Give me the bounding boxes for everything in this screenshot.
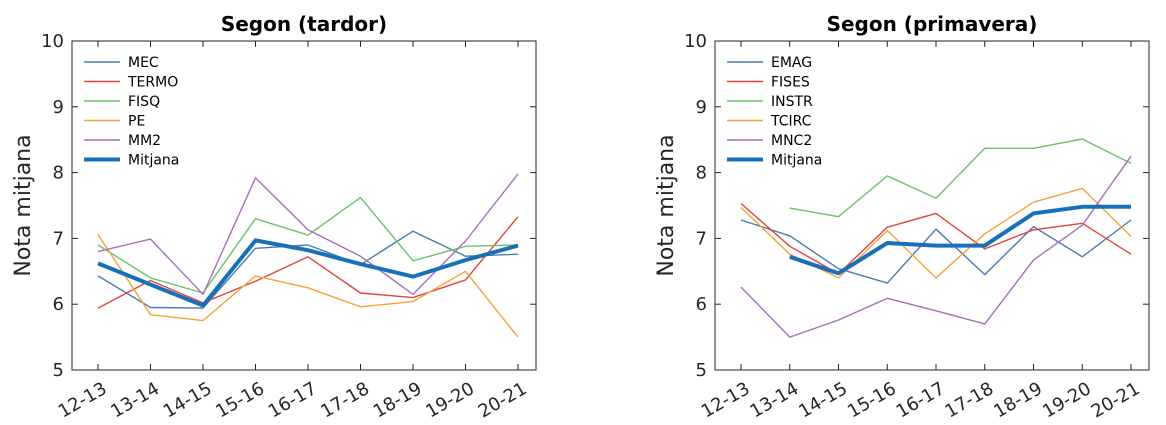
y-tick-label: 6 — [53, 294, 64, 315]
legend-label: Mitjana — [128, 153, 179, 169]
y-tick-label: 8 — [696, 163, 707, 184]
x-tick-label: 20-21 — [1088, 378, 1144, 422]
y-tick-label: 7 — [696, 228, 707, 249]
series-line-mm2 — [97, 173, 519, 295]
y-tick-label: 9 — [696, 97, 707, 118]
chart-panel-2: Segon (primavera) Nota mitjana 5 6 7 8 9 10 12-1… — [654, 12, 1150, 422]
series-line-mec — [97, 230, 519, 309]
legend-label: EMAG — [771, 55, 812, 71]
x-tick-label: 17-18 — [317, 378, 373, 422]
y-axis-label: Nota mitjana — [654, 134, 679, 276]
plot-frame — [714, 40, 1150, 371]
series-line-termo — [97, 216, 519, 309]
chart-panel-1: Segon (tardor) Nota mitjana 5 6 7 8 9 10 12-1313… — [11, 12, 537, 422]
x-tick-label: 19-20 — [422, 378, 478, 422]
series-line-pe — [97, 234, 519, 338]
legend-label: TCIRC — [770, 114, 812, 130]
y-tick-label: 9 — [53, 97, 64, 118]
x-tick-label: 20-21 — [475, 378, 531, 422]
x-tick-label: 18-19 — [990, 378, 1046, 422]
legend-label: MEC — [128, 55, 159, 71]
series-line-mitjana — [789, 204, 1131, 276]
series-line-fisq — [97, 196, 519, 294]
x-tick-label: 12-13 — [698, 378, 754, 422]
legend-label: MNC2 — [771, 133, 812, 149]
y-tick-label: 10 — [41, 31, 64, 52]
chart-title: Segon (primavera) — [827, 12, 1038, 36]
y-tick-label: 5 — [696, 360, 707, 381]
x-tick-label: 16-17 — [893, 378, 949, 422]
x-tick-label: 19-20 — [1039, 378, 1095, 422]
plot-frame — [71, 40, 537, 371]
legend-label: MM2 — [128, 133, 161, 149]
x-tick-label: 14-15 — [795, 378, 851, 422]
series-line-fises — [740, 202, 1132, 275]
series-line-mitjana — [97, 238, 519, 308]
x-tick-label: 12-13 — [55, 378, 111, 422]
chart-title: Segon (tardor) — [221, 12, 387, 36]
legend-label: FISQ — [128, 94, 160, 110]
y-tick-label: 7 — [53, 228, 64, 249]
x-tick-label: 17-18 — [941, 378, 997, 422]
legend-label: TERMO — [127, 75, 178, 91]
legend-label: INSTR — [771, 94, 813, 110]
legend-label: PE — [128, 114, 145, 130]
series-line-instr — [789, 138, 1132, 218]
x-tick-label: 18-19 — [370, 378, 426, 422]
x-tick-label: 15-16 — [844, 378, 900, 422]
x-tick-label: 13-14 — [107, 378, 163, 422]
y-tick-label: 8 — [53, 163, 64, 184]
y-tick-label: 6 — [696, 294, 707, 315]
legend-label: FISES — [771, 75, 810, 91]
x-tick-label: 13-14 — [746, 378, 802, 422]
series-line-emag — [740, 219, 1132, 284]
y-tick-label: 10 — [684, 31, 707, 52]
series-line-mnc2 — [740, 155, 1132, 338]
x-tick-label: 16-17 — [265, 378, 321, 422]
x-tick-label: 14-15 — [160, 378, 216, 422]
x-tick-label: 15-16 — [212, 378, 268, 422]
y-axis-label: Nota mitjana — [11, 134, 36, 276]
legend-label: Mitjana — [771, 153, 822, 169]
y-tick-label: 5 — [53, 360, 64, 381]
